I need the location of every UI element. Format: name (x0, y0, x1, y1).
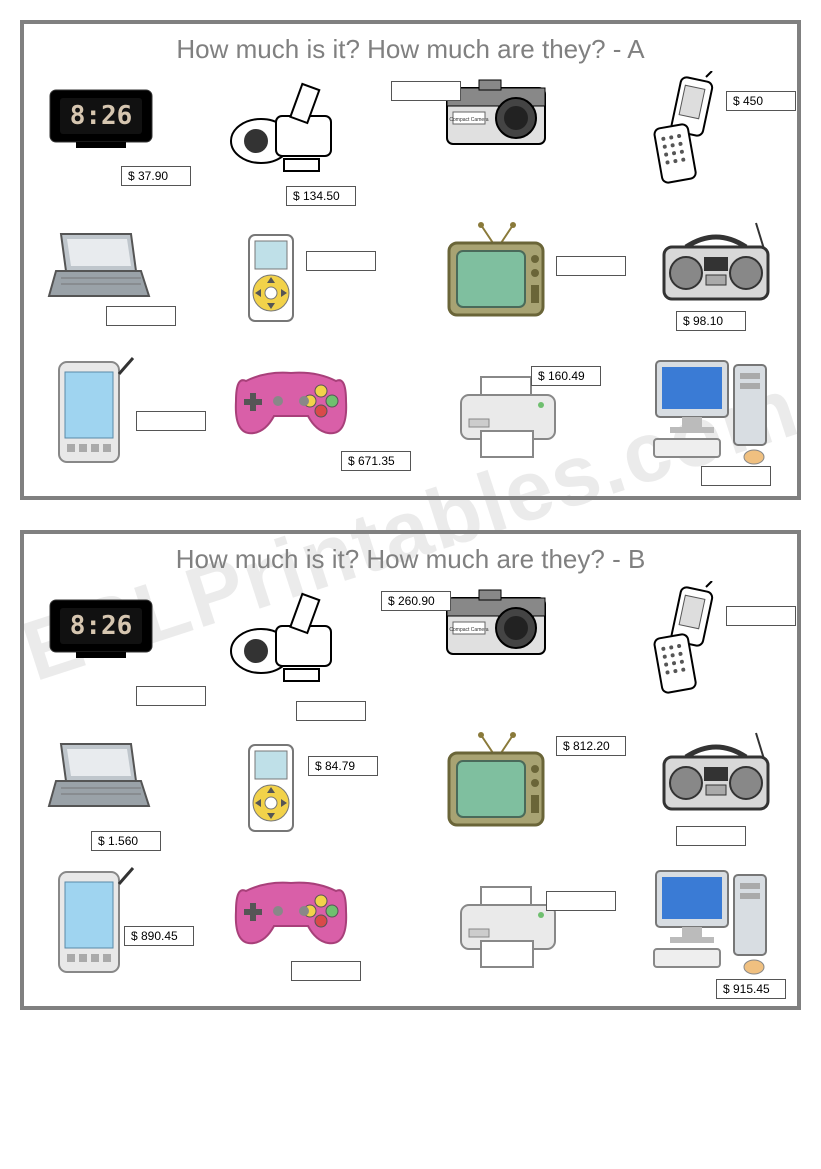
price-camera[interactable] (391, 81, 461, 101)
item-tv-b (441, 731, 551, 836)
camcorder-icon (226, 71, 346, 181)
price-ipod[interactable] (306, 251, 376, 271)
gamepad-icon (226, 361, 356, 446)
alarm-clock-icon: 8:26 (46, 596, 156, 661)
price-camera-b[interactable]: $ 260.90 (381, 591, 451, 611)
item-ipod-b (241, 741, 301, 836)
item-camcorder (226, 71, 346, 181)
tv-icon (441, 731, 551, 836)
price-flipphone[interactable]: $ 450 (726, 91, 796, 111)
item-desktop (646, 351, 781, 471)
camera-icon: Compact Camera (441, 586, 551, 661)
price-gamepad[interactable]: $ 671.35 (341, 451, 411, 471)
price-desktop-b[interactable]: $ 915.45 (716, 979, 786, 999)
svg-text:8:26: 8:26 (70, 101, 133, 131)
price-laptop-b[interactable]: $ 1.560 (91, 831, 161, 851)
price-gamepad-b[interactable] (291, 961, 361, 981)
item-flipphone-b (636, 581, 726, 701)
flip-phone-icon (636, 581, 726, 701)
price-tv[interactable] (556, 256, 626, 276)
price-desktop[interactable] (701, 466, 771, 486)
desktop-computer-icon (646, 861, 781, 981)
item-boombox (656, 221, 776, 311)
price-clock-b[interactable] (136, 686, 206, 706)
item-clock-b: 8:26 (46, 596, 156, 661)
item-gamepad-b (226, 871, 356, 956)
item-camcorder-b (226, 581, 346, 691)
flip-phone-icon (636, 71, 726, 191)
panel-b: How much is it? How much are they? - B 8… (20, 530, 801, 1010)
item-tv (441, 221, 551, 326)
price-boombox[interactable]: $ 98.10 (676, 311, 746, 331)
laptop-icon (41, 736, 151, 816)
price-camcorder[interactable]: $ 134.50 (286, 186, 356, 206)
price-pda[interactable] (136, 411, 206, 431)
item-laptop-b (41, 736, 151, 816)
item-gamepad (226, 361, 356, 446)
alarm-clock-icon: 8:26 (46, 86, 156, 151)
price-tv-b[interactable]: $ 812.20 (556, 736, 626, 756)
gamepad-icon (226, 871, 356, 956)
item-pda-b (51, 866, 141, 981)
item-ipod (241, 231, 301, 326)
item-desktop-b (646, 861, 781, 981)
item-clock: 8:26 (46, 86, 156, 151)
price-laptop[interactable] (106, 306, 176, 326)
price-camcorder-b[interactable] (296, 701, 366, 721)
price-flipphone-b[interactable] (726, 606, 796, 626)
mp3-player-icon (241, 231, 301, 326)
camcorder-icon (226, 581, 346, 691)
item-pda (51, 356, 141, 471)
boombox-icon (656, 221, 776, 311)
price-ipod-b[interactable]: $ 84.79 (308, 756, 378, 776)
item-camera-b: Compact Camera (441, 586, 551, 661)
desktop-computer-icon (646, 351, 781, 471)
price-printer[interactable]: $ 160.49 (531, 366, 601, 386)
svg-text:Compact Camera: Compact Camera (449, 627, 488, 633)
mp3-player-icon (241, 741, 301, 836)
tv-icon (441, 221, 551, 326)
panel-a: How much is it? How much are they? - A 8… (20, 20, 801, 500)
panel-a-title: How much is it? How much are they? - A (36, 34, 785, 65)
panel-b-grid: 8:26 Compact Camera $ 260.90 $ (36, 581, 785, 1001)
price-pda-b[interactable]: $ 890.45 (124, 926, 194, 946)
price-clock[interactable]: $ 37.90 (121, 166, 191, 186)
pda-icon (51, 356, 141, 471)
boombox-icon (656, 731, 776, 821)
item-boombox-b (656, 731, 776, 821)
price-boombox-b[interactable] (676, 826, 746, 846)
svg-text:Compact Camera: Compact Camera (449, 117, 488, 123)
panel-b-title: How much is it? How much are they? - B (36, 544, 785, 575)
item-laptop (41, 226, 151, 306)
laptop-icon (41, 226, 151, 306)
item-flipphone (636, 71, 726, 191)
price-printer-b[interactable] (546, 891, 616, 911)
pda-icon (51, 866, 141, 981)
panel-a-grid: 8:26 $ 37.90 $ 134.50 (36, 71, 785, 491)
svg-text:8:26: 8:26 (70, 611, 133, 641)
